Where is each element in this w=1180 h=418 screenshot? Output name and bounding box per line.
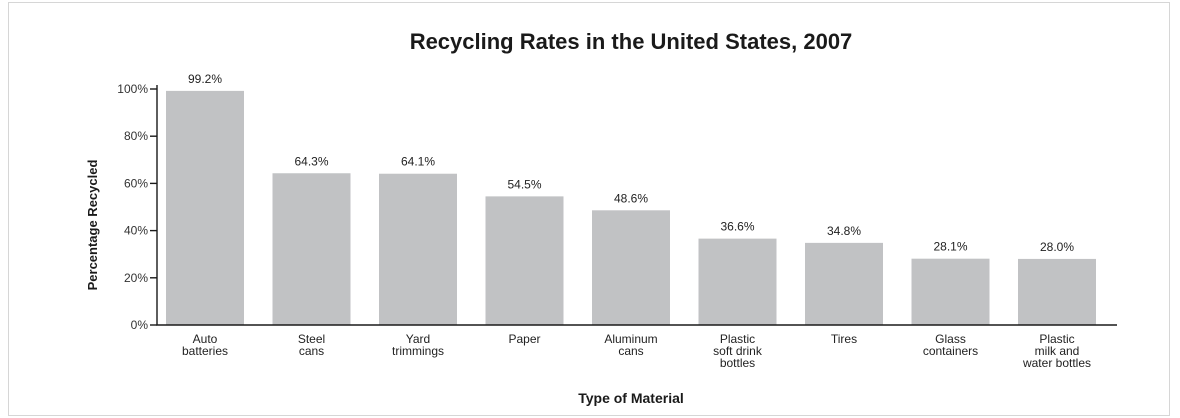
plot-area: 99.2%Autobatteries64.3%Steelcans64.1%Yar… xyxy=(117,72,1117,370)
bar-7 xyxy=(911,258,990,325)
bar-chart: Recycling Rates in the United States, 20… xyxy=(85,29,1117,406)
bar-6 xyxy=(805,242,883,325)
y-tick-label-1: 20% xyxy=(124,271,148,285)
x-axis-label: Type of Material xyxy=(578,390,684,406)
y-tick-label-5: 100% xyxy=(117,82,148,96)
category-label-5-2: bottles xyxy=(720,356,755,370)
category-label-0-0: Auto xyxy=(193,332,218,346)
data-label-0: 99.2% xyxy=(188,72,222,86)
category-label-7-1: containers xyxy=(923,344,978,358)
bar-8 xyxy=(1018,258,1096,325)
bar-5 xyxy=(698,238,777,325)
bar-3 xyxy=(485,196,564,325)
category-label-4-1: cans xyxy=(618,344,643,358)
category-label-8-0: Plastic xyxy=(1039,332,1074,346)
data-label-8: 28.0% xyxy=(1040,240,1074,254)
category-label-2-0: Yard xyxy=(406,332,430,346)
y-tick-label-2: 40% xyxy=(124,224,148,238)
data-label-5: 36.6% xyxy=(720,220,754,234)
category-label-8-1: milk and xyxy=(1035,344,1080,358)
bar-4 xyxy=(592,210,670,325)
category-label-1-1: cans xyxy=(299,344,324,358)
y-tick-label-0: 0% xyxy=(131,318,149,332)
category-label-7-0: Glass xyxy=(935,332,966,346)
data-label-1: 64.3% xyxy=(294,154,328,168)
category-label-2-1: trimmings xyxy=(392,344,444,358)
bar-0 xyxy=(166,90,244,325)
y-tick-label-4: 80% xyxy=(124,129,148,143)
data-label-2: 64.1% xyxy=(401,155,435,169)
category-label-1-0: Steel xyxy=(298,332,325,346)
category-label-6-0: Tires xyxy=(831,332,857,346)
category-label-5-0: Plastic xyxy=(720,332,755,346)
data-label-3: 54.5% xyxy=(507,177,541,191)
category-label-4-0: Aluminum xyxy=(604,332,657,346)
category-label-3-0: Paper xyxy=(508,332,540,346)
category-label-8-2: water bottles xyxy=(1022,356,1091,370)
category-label-5-1: soft drink xyxy=(713,344,763,358)
chart-title: Recycling Rates in the United States, 20… xyxy=(410,29,853,54)
y-axis-label: Percentage Recycled xyxy=(85,160,100,291)
bar-1 xyxy=(272,173,351,325)
data-label-4: 48.6% xyxy=(614,191,648,205)
chart-frame: Recycling Rates in the United States, 20… xyxy=(8,2,1170,416)
data-label-6: 34.8% xyxy=(827,224,861,238)
category-label-0-1: batteries xyxy=(182,344,228,358)
data-label-7: 28.1% xyxy=(933,240,967,254)
y-tick-label-3: 60% xyxy=(124,176,148,190)
bar-2 xyxy=(379,173,457,325)
